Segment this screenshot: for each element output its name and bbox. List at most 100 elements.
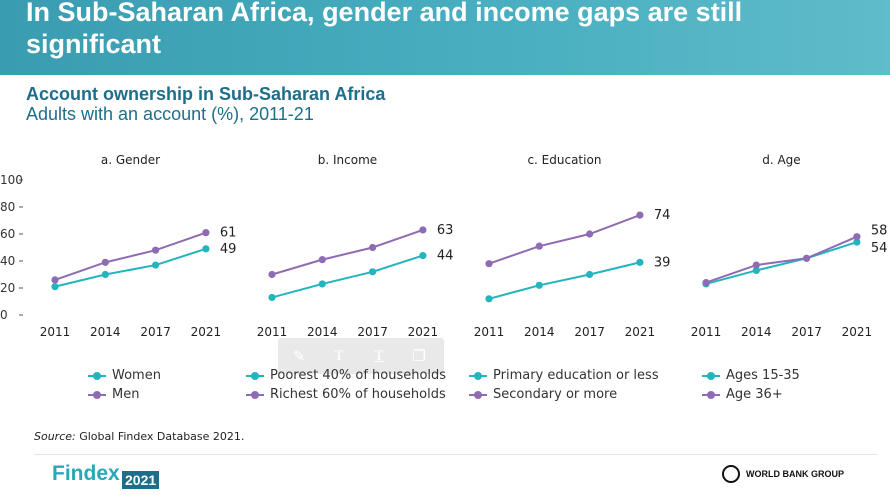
data-point — [202, 229, 210, 237]
panel-title: c. Education — [527, 153, 601, 167]
text-outline-icon[interactable]: T — [374, 348, 384, 364]
legend-education: Primary education or less Secondary or m… — [469, 366, 659, 404]
legend-label: Ages 15-35 — [726, 368, 800, 383]
end-data-label: 39 — [654, 255, 671, 270]
legend-marker — [88, 372, 106, 380]
y-tick-label: 100 — [0, 173, 23, 187]
series-line — [705, 241, 858, 285]
findex-year: 2021 — [122, 471, 160, 489]
legend-item-richest: Richest 60% of households — [246, 385, 446, 404]
series-line — [54, 231, 207, 281]
x-tick-label: 2017 — [574, 325, 605, 339]
series-line — [488, 261, 641, 300]
data-point — [853, 238, 861, 246]
source-text: Global Findex Database 2021. — [75, 430, 245, 443]
data-point — [152, 246, 160, 254]
legend-item-secondary: Secondary or more — [469, 385, 659, 404]
globe-icon — [722, 465, 740, 483]
end-data-label: 74 — [654, 208, 671, 223]
x-tick-label: 2011 — [474, 325, 505, 339]
data-point — [752, 266, 760, 275]
data-point — [535, 242, 543, 250]
x-tick-label: 2017 — [140, 325, 171, 339]
legend-marker — [88, 391, 106, 399]
data-point — [419, 226, 427, 234]
y-tick-label: 20 — [0, 281, 15, 295]
end-data-label: 61 — [220, 226, 237, 241]
legend-marker — [246, 372, 264, 380]
data-point — [752, 261, 760, 269]
data-point — [636, 211, 644, 219]
legend-label: Secondary or more — [493, 387, 618, 402]
x-tick-label: 2021 — [191, 325, 222, 339]
y-tick-label: 40 — [0, 254, 15, 268]
end-data-label: 44 — [437, 249, 454, 264]
legend-label: Age 36+ — [726, 387, 783, 402]
x-tick-label: 2021 — [842, 325, 873, 339]
x-tick-label: 2011 — [691, 325, 722, 339]
data-point — [318, 256, 326, 264]
legend-item-poorest: Poorest 40% of households — [246, 366, 446, 385]
legend-label: Men — [112, 387, 140, 402]
end-data-label: 49 — [220, 242, 237, 257]
data-point — [702, 279, 710, 287]
legend-item-ages-15-35: Ages 15-35 — [702, 366, 800, 385]
legend-item-men: Men — [88, 385, 161, 404]
y-tick-label: 80 — [0, 200, 15, 214]
legend-label: Poorest 40% of households — [270, 368, 447, 383]
legend-gender: Women Men — [88, 366, 161, 404]
chart-subtitle: Adults with an account (%), 2011-21 — [26, 104, 314, 124]
data-point — [152, 261, 160, 269]
panel-title: a. Gender — [101, 153, 160, 167]
y-tick-label: 60 — [0, 227, 15, 241]
x-tick-label: 2021 — [625, 325, 656, 339]
data-point — [268, 293, 276, 302]
data-point — [803, 254, 811, 262]
x-tick-label: 2014 — [524, 325, 555, 339]
series-line — [54, 247, 207, 288]
legend-age: Ages 15-35 Age 36+ — [702, 366, 800, 404]
data-point — [369, 268, 377, 276]
legend-label: Women — [112, 368, 161, 383]
x-tick-label: 2017 — [357, 325, 388, 339]
legend-item-women: Women — [88, 366, 161, 385]
x-tick-label: 2021 — [408, 325, 439, 339]
floating-toolbar: ✎ T T ❐ — [278, 338, 444, 374]
panel-title: d. Age — [762, 153, 800, 167]
findex-logo: Findex — [52, 462, 120, 485]
data-point — [485, 295, 493, 303]
source-label: Source: — [34, 430, 76, 443]
copy-icon[interactable]: ❐ — [412, 347, 426, 365]
end-data-label: 63 — [437, 223, 454, 238]
legend-marker — [469, 391, 487, 399]
data-point — [101, 270, 109, 279]
y-tick-label: 0 — [0, 308, 8, 322]
data-point — [485, 260, 493, 268]
data-point — [419, 252, 427, 260]
series-line — [705, 235, 858, 284]
end-data-label: 54 — [871, 241, 888, 256]
panel-title: b. Income — [318, 153, 377, 167]
text-icon[interactable]: T — [334, 348, 344, 364]
data-point — [51, 283, 59, 291]
x-tick-label: 2014 — [307, 325, 338, 339]
legend-label: Richest 60% of households — [270, 387, 446, 402]
legend-marker — [246, 391, 264, 399]
page-title: In Sub-Saharan Africa, gender and income… — [26, 0, 743, 59]
data-point — [535, 281, 543, 289]
legend-item-primary: Primary education or less — [469, 366, 659, 385]
series-line — [271, 229, 424, 276]
x-tick-label: 2014 — [90, 325, 121, 339]
x-tick-label: 2017 — [791, 325, 822, 339]
pen-icon[interactable]: ✎ — [292, 347, 306, 365]
data-point — [853, 233, 861, 241]
x-tick-label: 2014 — [741, 325, 772, 339]
source-note: Source: Global Findex Database 2021. — [34, 430, 244, 443]
data-point — [101, 258, 109, 266]
legend-marker — [702, 372, 720, 380]
data-point — [202, 245, 210, 253]
data-point — [51, 276, 59, 284]
legend-marker — [702, 391, 720, 399]
data-point — [636, 258, 644, 266]
world-bank-text: WORLD BANK GROUP — [746, 469, 844, 479]
